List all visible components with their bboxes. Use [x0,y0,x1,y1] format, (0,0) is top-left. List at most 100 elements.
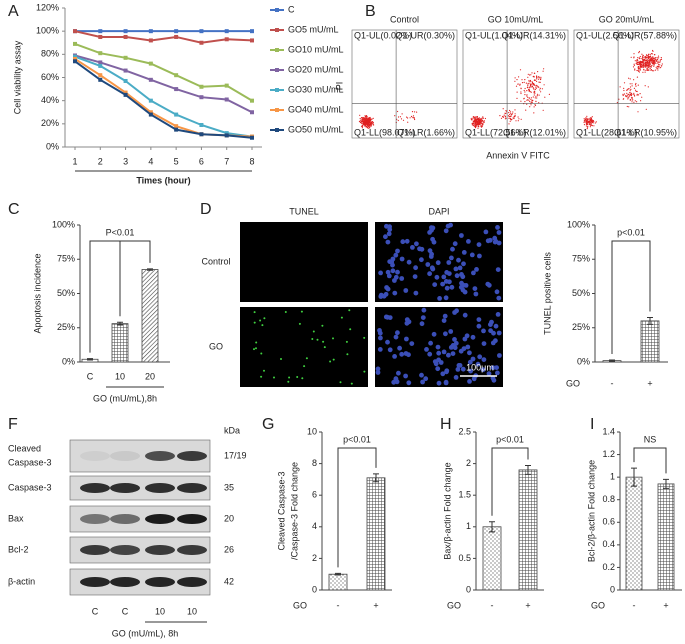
event-dot [528,89,531,92]
event-dot [476,125,478,127]
event-dot [639,69,641,71]
event-dot [538,81,540,83]
panel-letter: E [520,201,531,218]
event-dot [648,65,650,67]
quadrant-label: Q1-UL(0.02%) [354,30,412,40]
event-dot [629,89,631,91]
event-dot [623,82,626,84]
cell-nucleus [419,257,424,263]
event-dot [636,63,639,66]
band [110,483,140,493]
cell-nucleus [440,281,445,287]
event-dot [529,85,531,87]
event-dot [413,117,415,119]
x-tick-label: 20 [145,371,155,381]
event-dot [641,96,643,98]
event-dot [649,61,651,64]
event-dot [366,124,369,126]
event-dot [520,100,522,102]
event-dot [537,78,540,80]
event-dot [660,57,662,59]
significance-bracket [633,447,667,474]
y-tick-label: 20% [41,118,59,128]
event-dot [500,117,503,119]
cell-nucleus [253,311,256,314]
event-dot [412,117,414,119]
marker [73,41,77,46]
event-dot [644,59,646,61]
marker [224,83,229,88]
cell-nucleus [404,317,410,322]
cell-nucleus [441,274,447,280]
event-dot [524,101,526,103]
cell-nucleus [421,307,427,313]
event-dot [541,88,544,90]
cell-nucleus [288,376,291,379]
event-dot [628,97,630,99]
legend-marker [275,128,279,132]
cell-nucleus [409,341,415,346]
cell-nucleus [462,312,468,318]
event-dot [480,125,482,127]
event-dot [595,121,597,123]
band [145,451,175,461]
event-dot [653,65,655,67]
event-dot [626,89,628,91]
x-tick-label: 5 [174,156,179,166]
event-dot [514,113,516,115]
band [177,545,207,555]
cell-nucleus [495,267,501,272]
cell-nucleus [273,376,275,379]
event-dot [641,64,643,66]
cell-nucleus [444,285,450,291]
marker [224,29,229,34]
x-tick-label: 3 [123,156,128,166]
event-dot [642,57,644,59]
event-dot [659,64,661,66]
cell-nucleus [345,340,348,343]
event-dot [583,118,585,120]
event-dot [525,109,527,111]
cell-nucleus [461,250,467,255]
cell-nucleus [332,358,335,361]
marker [250,29,254,34]
plot-title: Control [390,14,419,24]
bar [328,573,348,591]
event-dot [520,91,522,93]
event-dot [534,79,537,81]
event-dot [646,63,648,65]
event-dot [590,123,592,125]
y-tick-label: 0.5 [458,553,471,563]
significance-bracket [89,240,151,353]
cell-nucleus [448,329,454,334]
cell-nucleus [419,246,425,252]
cell-nucleus [261,324,264,327]
event-dot [659,60,661,62]
event-dot [656,65,658,67]
cell-nucleus [446,260,452,265]
cell-nucleus [438,360,444,365]
cell-nucleus [427,351,433,357]
event-dot [633,94,635,96]
quadrant-label: Q1-UL(1.04%) [465,30,523,40]
annotation: p<0.01 [496,434,524,444]
marker [73,29,77,34]
cell-nucleus [363,336,366,339]
marker [250,98,254,103]
cell-nucleus [400,239,406,245]
event-dot [636,61,638,63]
event-dot [535,84,537,86]
cell-nucleus [449,255,454,261]
series-line [74,55,253,138]
event-dot [531,102,533,104]
cell-nucleus [481,341,487,346]
y-tick-label: 50% [572,288,590,298]
event-dot [653,57,655,59]
event-dot [399,116,401,118]
event-dot [657,60,659,62]
event-dot [638,52,640,54]
cell-nucleus [419,321,425,327]
event-dot [658,66,660,68]
cell-nucleus [383,291,389,297]
event-dot [587,126,589,128]
